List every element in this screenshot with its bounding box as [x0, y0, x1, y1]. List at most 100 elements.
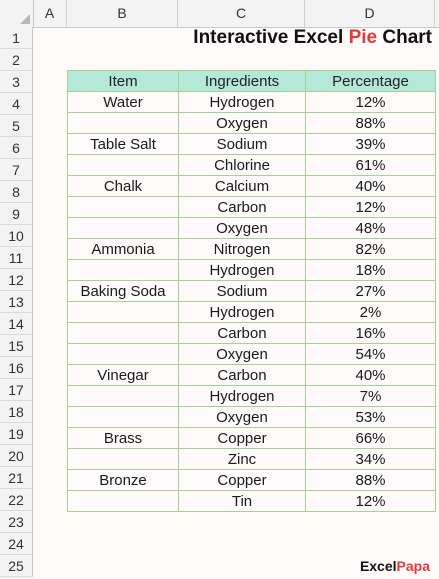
row-header[interactable]: 21	[0, 467, 33, 489]
row-header[interactable]: 14	[0, 313, 33, 335]
cell-ingredient[interactable]: Oxygen	[178, 112, 306, 134]
row-header[interactable]: 8	[0, 181, 33, 203]
cell-item[interactable]: Ammonia	[67, 238, 179, 260]
cell-percentage[interactable]: 82%	[305, 238, 436, 260]
row-header[interactable]: 17	[0, 379, 33, 401]
cell-percentage[interactable]: 2%	[305, 301, 436, 323]
row-header[interactable]: 4	[0, 93, 33, 115]
cell-ingredient[interactable]: Carbon	[178, 364, 306, 386]
cell-item[interactable]: Baking Soda	[67, 280, 179, 302]
cell-percentage[interactable]: 7%	[305, 385, 436, 407]
cell-item[interactable]: Table Salt	[67, 133, 179, 155]
cell-item[interactable]	[67, 112, 179, 134]
cell-ingredient[interactable]: Hydrogen	[178, 91, 306, 113]
cell-item[interactable]	[67, 154, 179, 176]
cell-ingredient[interactable]: Sodium	[178, 133, 306, 155]
cell-ingredient[interactable]: Calcium	[178, 175, 306, 197]
row-header[interactable]: 1	[0, 27, 33, 49]
cell-item[interactable]	[67, 448, 179, 470]
cell-item[interactable]	[67, 259, 179, 281]
cell-item[interactable]: Brass	[67, 427, 179, 449]
cell-percentage[interactable]: 40%	[305, 175, 436, 197]
brand-text: Excel	[359, 558, 397, 574]
cell-item[interactable]	[67, 196, 179, 218]
cell-percentage[interactable]: 39%	[305, 133, 436, 155]
row-header[interactable]: 23	[0, 511, 33, 533]
cell-ingredient[interactable]: Zinc	[178, 448, 306, 470]
cell-ingredient[interactable]: Hydrogen	[178, 385, 306, 407]
cell-percentage[interactable]: 40%	[305, 364, 436, 386]
cell-ingredient[interactable]: Chlorine	[178, 154, 306, 176]
cell-percentage[interactable]: 12%	[305, 490, 436, 512]
cell-ingredient[interactable]: Carbon	[178, 322, 306, 344]
row-header[interactable]: 13	[0, 291, 33, 313]
table-row: Water Hydrogen 12%	[67, 91, 436, 113]
cell-percentage[interactable]: 27%	[305, 280, 436, 302]
table-row: Zinc 34%	[67, 448, 436, 470]
cell-item[interactable]: Vinegar	[67, 364, 179, 386]
cell-item[interactable]	[67, 343, 179, 365]
row-header[interactable]: 9	[0, 203, 33, 225]
cell-percentage[interactable]: 18%	[305, 259, 436, 281]
cell-item[interactable]: Water	[67, 91, 179, 113]
cell-item[interactable]	[67, 490, 179, 512]
cell-item[interactable]	[67, 217, 179, 239]
row-header[interactable]: 18	[0, 401, 33, 423]
cell-percentage[interactable]: 34%	[305, 448, 436, 470]
cell-ingredient[interactable]: Oxygen	[178, 343, 306, 365]
row-header[interactable]: 16	[0, 357, 33, 379]
select-all-corner[interactable]	[0, 0, 34, 27]
table-header-row: Item Ingredients Percentage	[67, 70, 436, 92]
cell-ingredient[interactable]: Hydrogen	[178, 259, 306, 281]
cell-percentage[interactable]: 54%	[305, 343, 436, 365]
cell-ingredient[interactable]: Hydrogen	[178, 301, 306, 323]
row-header[interactable]: 15	[0, 335, 33, 357]
row-header[interactable]: 10	[0, 225, 33, 247]
cell-percentage[interactable]: 12%	[305, 196, 436, 218]
cell-percentage[interactable]: 66%	[305, 427, 436, 449]
row-header[interactable]: 7	[0, 159, 33, 181]
cell-ingredient[interactable]: Sodium	[178, 280, 306, 302]
cell-ingredient[interactable]: Copper	[178, 469, 306, 491]
cell-ingredient[interactable]: Oxygen	[178, 217, 306, 239]
cell-ingredient[interactable]: Carbon	[178, 196, 306, 218]
column-header-b[interactable]: B	[67, 0, 178, 27]
cell-item[interactable]	[67, 406, 179, 428]
header-item[interactable]: Item	[67, 70, 179, 92]
cell-percentage[interactable]: 12%	[305, 91, 436, 113]
table-row: Oxygen 53%	[67, 406, 436, 428]
row-header[interactable]: 19	[0, 423, 33, 445]
cell-item[interactable]	[67, 301, 179, 323]
column-header-d[interactable]: D	[305, 0, 435, 27]
header-percentage[interactable]: Percentage	[305, 70, 436, 92]
row-header[interactable]: 12	[0, 269, 33, 291]
row-header[interactable]: 25	[0, 555, 33, 577]
row-header[interactable]: 2	[0, 49, 33, 71]
column-header-c[interactable]: C	[178, 0, 305, 27]
cell-item[interactable]: Bronze	[67, 469, 179, 491]
header-ingredients[interactable]: Ingredients	[178, 70, 306, 92]
cell-percentage[interactable]: 16%	[305, 322, 436, 344]
cell-ingredient[interactable]: Nitrogen	[178, 238, 306, 260]
row-header[interactable]: 20	[0, 445, 33, 467]
sheet-title[interactable]: Interactive Excel Pie Chart	[150, 27, 432, 49]
row-header[interactable]: 24	[0, 533, 33, 555]
cell-ingredient[interactable]: Tin	[178, 490, 306, 512]
cell-ingredient[interactable]: Copper	[178, 427, 306, 449]
row-header[interactable]: 6	[0, 137, 33, 159]
cell-percentage[interactable]: 48%	[305, 217, 436, 239]
cell-item[interactable]: Chalk	[67, 175, 179, 197]
cell-percentage[interactable]: 88%	[305, 112, 436, 134]
row-header[interactable]: 22	[0, 489, 33, 511]
cell-item[interactable]	[67, 385, 179, 407]
cell-percentage[interactable]: 88%	[305, 469, 436, 491]
table-row: Carbon 12%	[67, 196, 436, 218]
row-header[interactable]: 11	[0, 247, 33, 269]
column-header-a[interactable]: A	[33, 0, 67, 27]
cell-item[interactable]	[67, 322, 179, 344]
cell-ingredient[interactable]: Oxygen	[178, 406, 306, 428]
cell-percentage[interactable]: 53%	[305, 406, 436, 428]
cell-percentage[interactable]: 61%	[305, 154, 436, 176]
row-header[interactable]: 3	[0, 71, 33, 93]
row-header[interactable]: 5	[0, 115, 33, 137]
